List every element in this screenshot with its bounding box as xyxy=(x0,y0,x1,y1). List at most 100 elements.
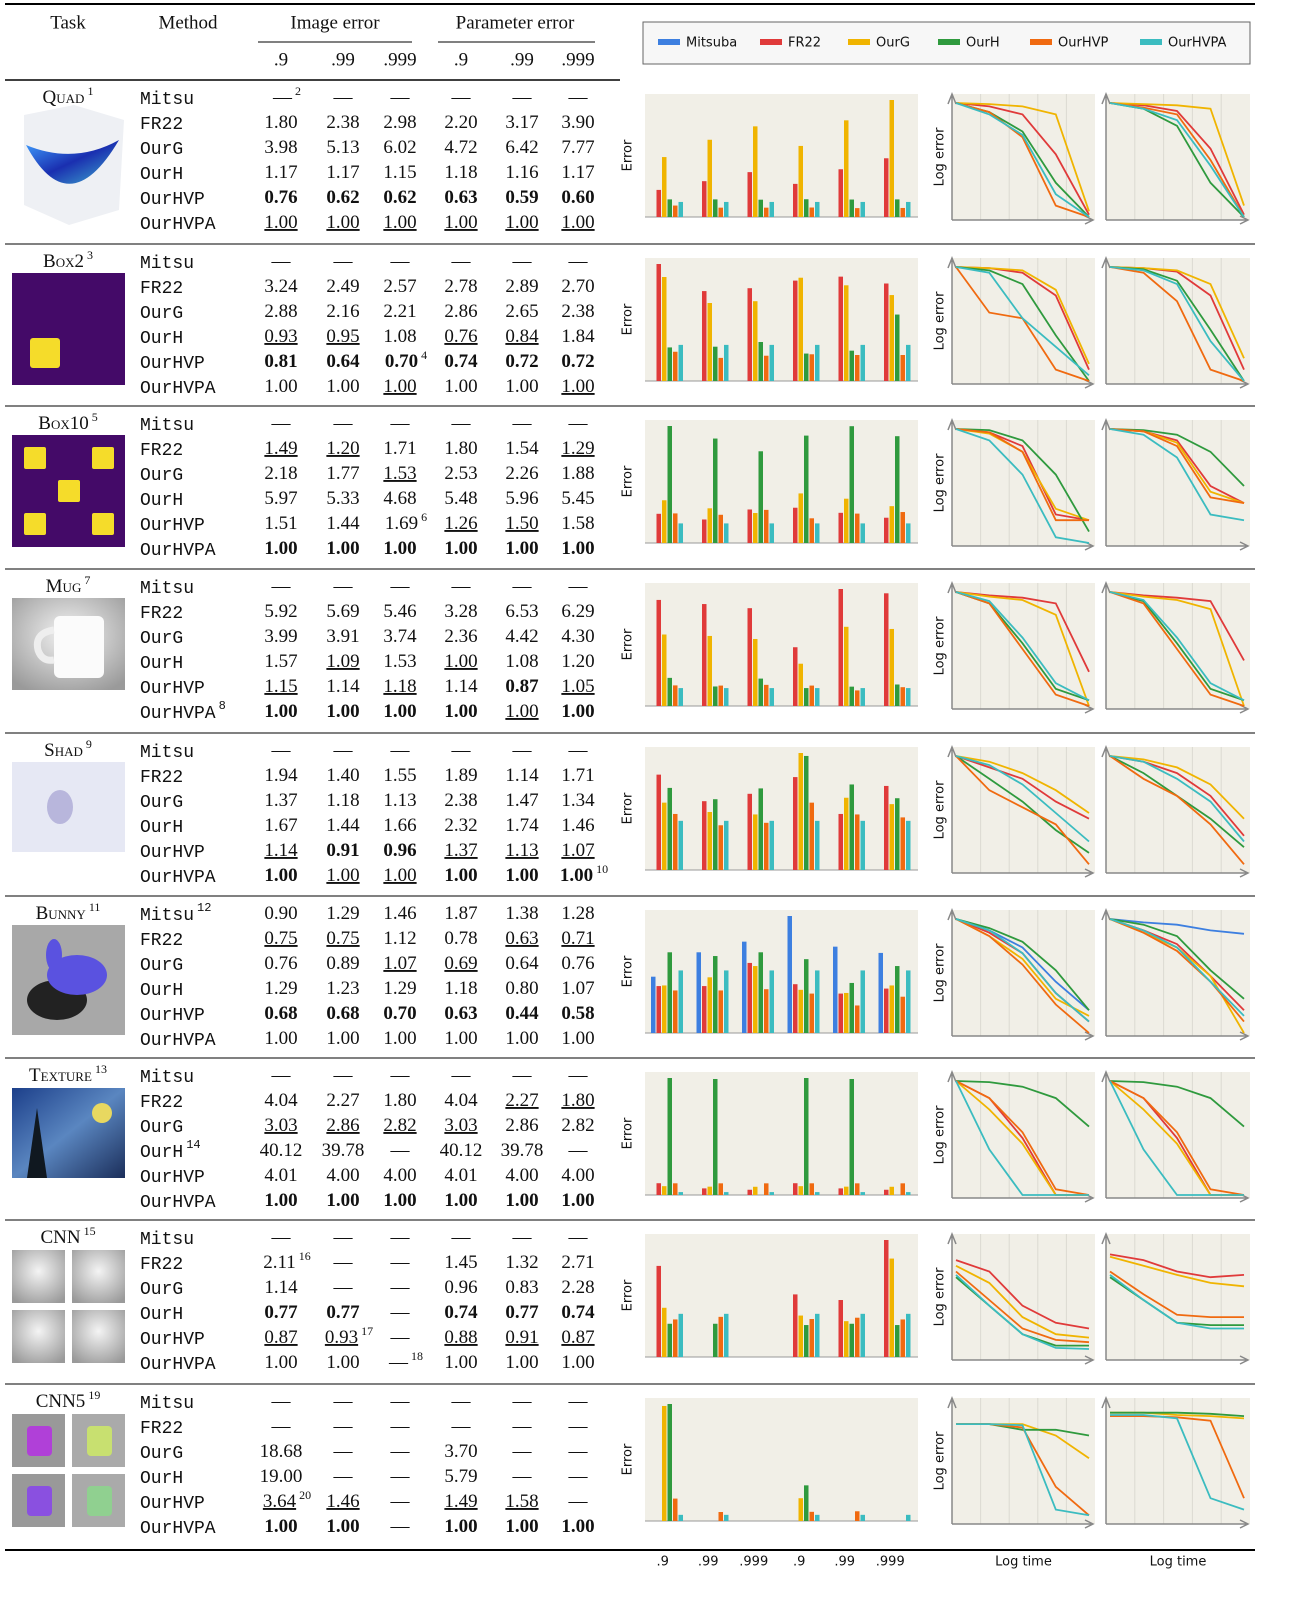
axis-arrow xyxy=(947,91,1095,225)
bar xyxy=(713,1323,718,1357)
curve xyxy=(1109,755,1245,865)
cell: — xyxy=(271,413,292,434)
cell: 1.00 xyxy=(444,1352,477,1373)
cell: 1.00 xyxy=(264,1516,297,1537)
cell-value: 1.00 xyxy=(444,1352,477,1373)
task-label: CNN5 xyxy=(36,1391,86,1412)
bar xyxy=(678,1192,683,1195)
method: OurH xyxy=(140,981,183,1001)
cell: 1.15 xyxy=(383,162,416,183)
plot-bg xyxy=(645,910,918,1033)
cell: 1.38 xyxy=(505,903,538,924)
cell-value: — xyxy=(512,251,533,272)
cell: 2.27 xyxy=(326,1090,359,1111)
cell: — xyxy=(390,1491,411,1512)
cell: — xyxy=(512,413,533,434)
y-axis-label: Error xyxy=(621,1117,636,1149)
cell-value: — xyxy=(390,576,411,597)
cell: 1.87 xyxy=(444,903,477,924)
cell-value: 0.96 xyxy=(383,840,416,861)
bar xyxy=(696,952,701,1033)
bar xyxy=(798,145,803,217)
cell-value: 39.78 xyxy=(322,1140,365,1161)
method-label: OurH xyxy=(140,981,183,1001)
bar xyxy=(713,346,718,381)
bar xyxy=(849,784,854,870)
curve xyxy=(1109,591,1245,707)
cell: 1.00 xyxy=(444,1190,477,1211)
bar xyxy=(713,438,718,543)
cell: 1.14 xyxy=(326,676,360,697)
footnote: 13 xyxy=(95,1062,107,1076)
cell-value: — xyxy=(568,87,589,108)
cell: — xyxy=(271,1065,292,1086)
curve xyxy=(1110,1414,1245,1511)
footnote: 14 xyxy=(186,1138,200,1152)
cell-value: 1.71 xyxy=(561,765,594,786)
bar xyxy=(769,970,774,1033)
bar xyxy=(884,1189,889,1195)
cell: 0.72 xyxy=(505,351,538,372)
cell-value: 0.77 xyxy=(264,1302,298,1323)
cell-value: 40.12 xyxy=(440,1140,483,1161)
method-label: Mitsu xyxy=(140,1068,194,1088)
bar xyxy=(809,1319,814,1357)
cell-value: 1.15 xyxy=(264,676,297,697)
bar xyxy=(815,201,820,217)
y-axis-label: Error xyxy=(621,465,636,497)
cell-value: 1.00 xyxy=(264,1352,297,1373)
cell: 0.59 xyxy=(505,187,538,208)
cell-value: 0.76 xyxy=(264,187,297,208)
footnote: 19 xyxy=(88,1388,100,1402)
cell: 2.89 xyxy=(505,276,538,297)
cell: 3.98 xyxy=(264,137,297,158)
cell-value: — xyxy=(390,1441,411,1462)
bar xyxy=(895,436,900,543)
cell-value: 4.00 xyxy=(383,1165,416,1186)
method-label: OurH xyxy=(140,1305,183,1325)
cell: 1.29 xyxy=(326,903,359,924)
task-label: CNN xyxy=(40,1227,80,1248)
cell-value: 5.69 xyxy=(326,601,359,622)
bar xyxy=(849,686,854,706)
cell-value: 1.28 xyxy=(561,903,594,924)
method-label: OurG xyxy=(140,793,183,813)
axis-arrow xyxy=(947,255,1095,389)
bar xyxy=(724,344,729,381)
cell: — xyxy=(271,1391,292,1412)
bar xyxy=(753,126,758,217)
cell: 1.00 xyxy=(326,1352,359,1373)
cell-value: 2.20 xyxy=(444,112,477,133)
cell: — xyxy=(451,1391,472,1412)
legend-label: Mitsuba xyxy=(686,36,737,51)
cell-value: 4.01 xyxy=(444,1165,477,1186)
cell-value: 0.78 xyxy=(444,928,477,949)
bar xyxy=(855,355,860,381)
bar xyxy=(769,1192,774,1195)
method-label: OurHVP xyxy=(140,1168,205,1188)
cell: 1.49 xyxy=(264,438,297,459)
cell-value: 5.48 xyxy=(444,488,477,509)
cell-value: 2.38 xyxy=(326,112,359,133)
cell: 1.46 xyxy=(383,903,416,924)
footnote: 5 xyxy=(92,410,98,424)
bar xyxy=(673,205,678,217)
cell: 1.47 xyxy=(505,790,538,811)
method: OurG xyxy=(140,466,183,486)
task-name: Box2 3 xyxy=(43,248,93,273)
bar xyxy=(889,506,894,543)
cell: 1.08 xyxy=(505,651,538,672)
bar xyxy=(906,1514,911,1521)
cell: 0.76 xyxy=(264,953,297,974)
bar xyxy=(906,970,911,1033)
cell-value: 5.97 xyxy=(264,488,297,509)
bar xyxy=(656,264,661,381)
footnote: 2 xyxy=(295,84,301,98)
cell: — xyxy=(390,1441,411,1462)
axis-arrow xyxy=(947,1395,1095,1529)
method: FR22 xyxy=(140,1419,183,1439)
curve xyxy=(955,428,1090,544)
y-axis-label: Error xyxy=(621,1443,636,1475)
cell: 1.00 xyxy=(326,701,359,722)
y-axis-label: Log error xyxy=(933,943,948,1002)
